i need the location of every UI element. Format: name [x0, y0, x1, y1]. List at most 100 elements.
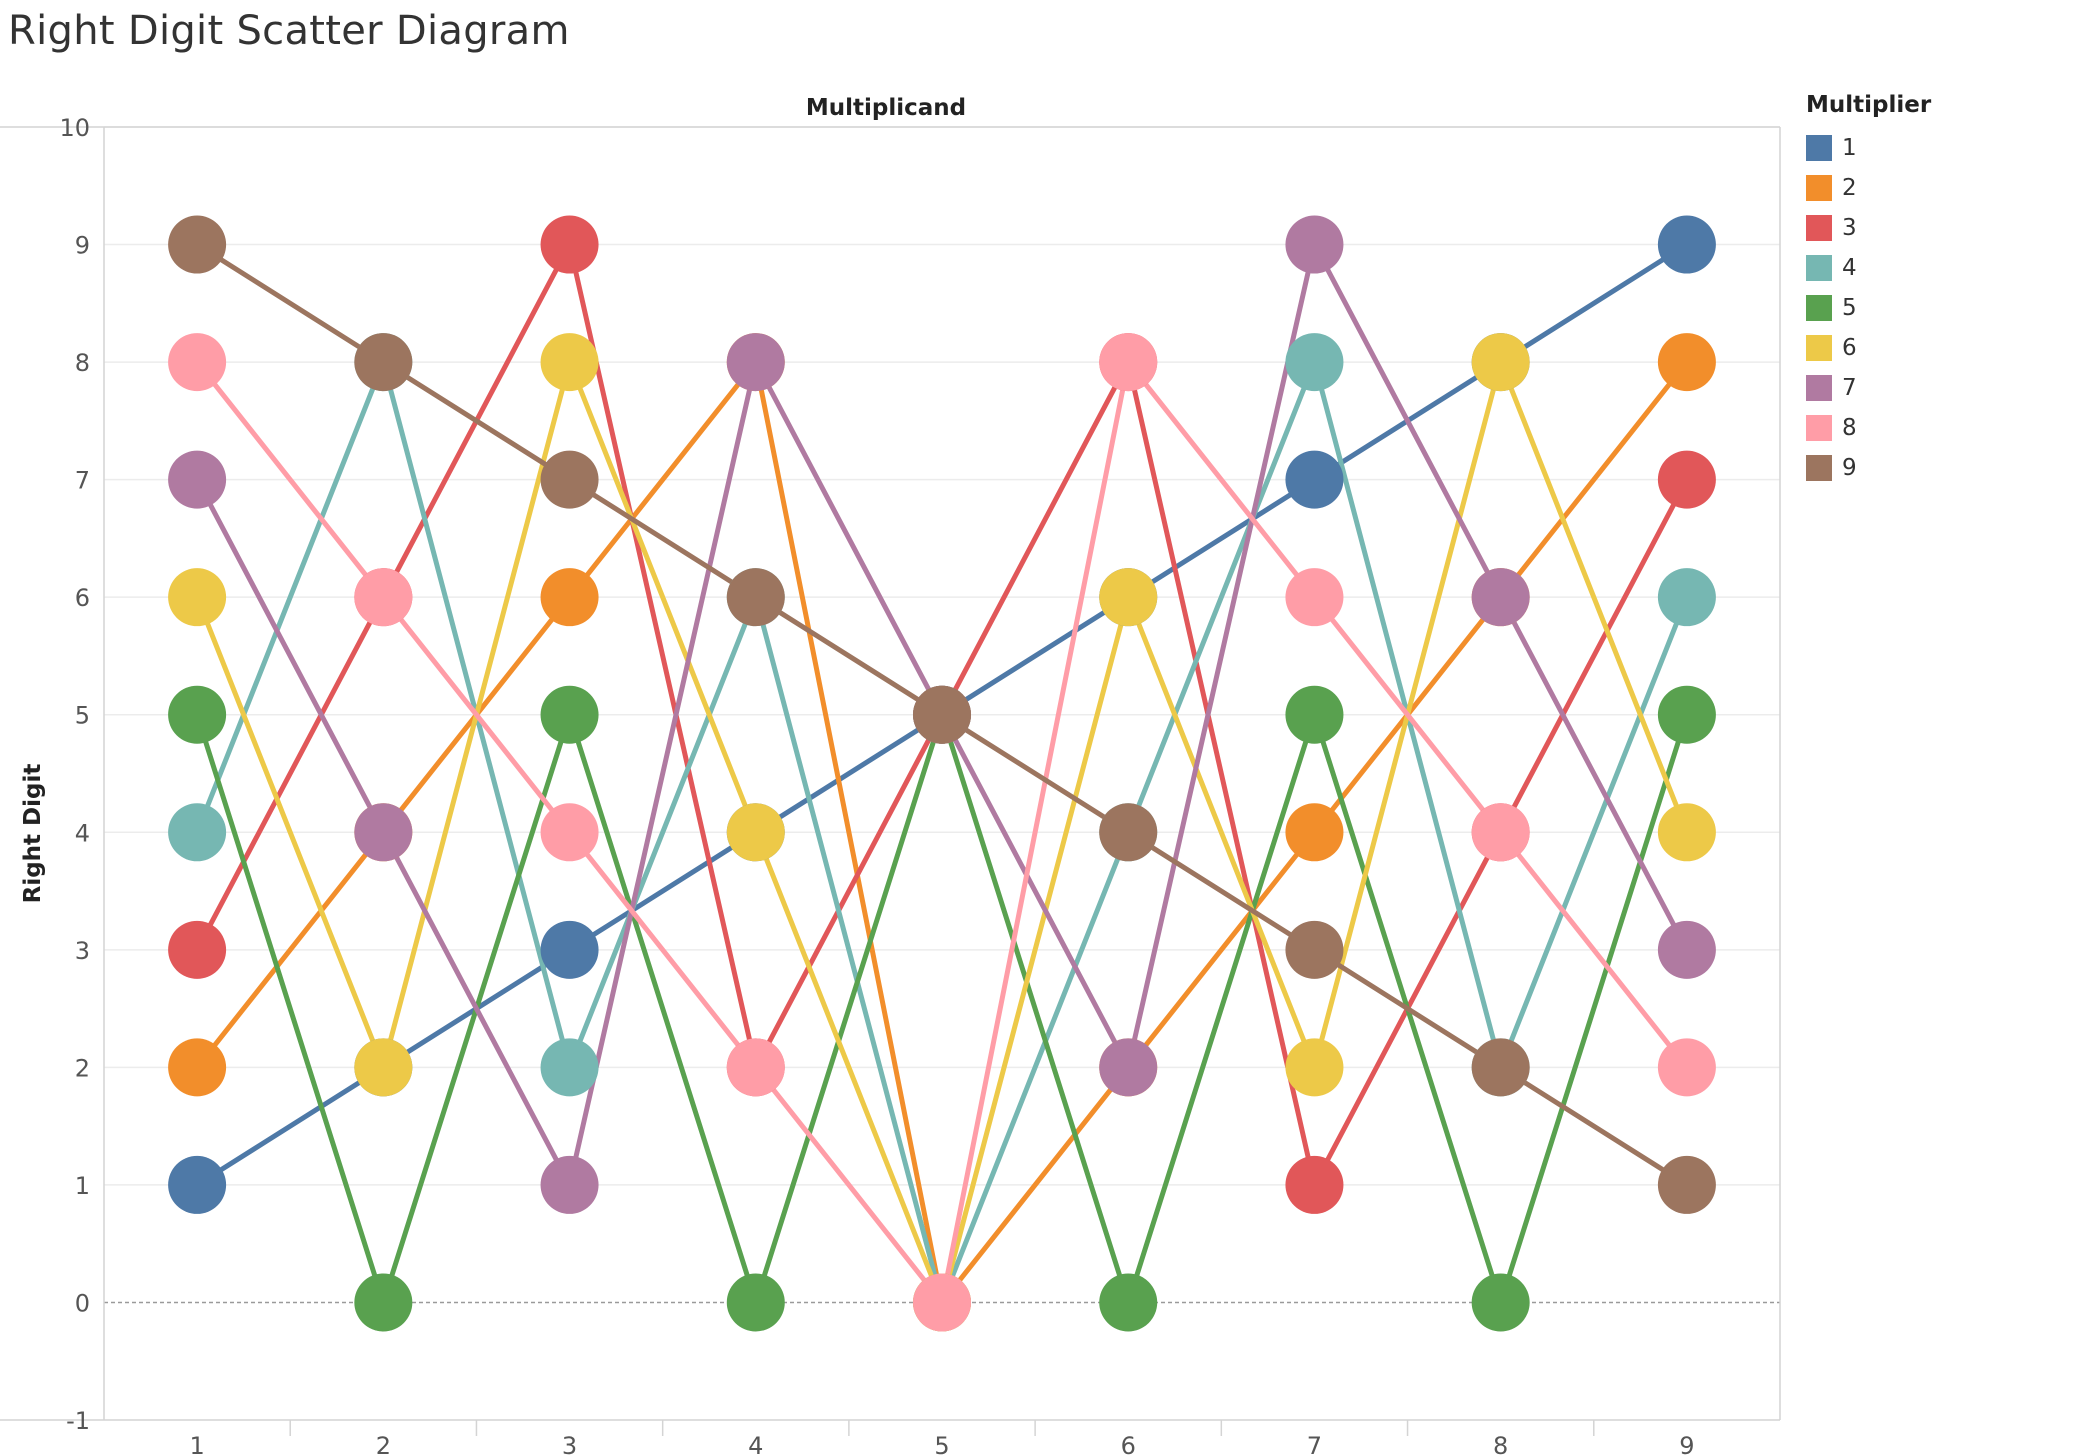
legend-item-5[interactable]: 5 [1806, 288, 2046, 328]
data-point-2 [1285, 803, 1344, 862]
x-tick-label: 1 [189, 1432, 204, 1456]
data-point-8 [540, 803, 599, 862]
data-point-3 [168, 920, 227, 979]
legend-swatch [1806, 335, 1832, 361]
data-point-6 [1657, 803, 1716, 862]
axis-labels: -1 0 1 2 3 4 5 6 7 8 9 10 1 2 3 4 5 6 7 8 9 Multiplicand Right… [20, 95, 1695, 1456]
data-point-3 [540, 215, 599, 274]
y-tick-label: 1 [75, 1172, 90, 1200]
data-point-5 [1657, 685, 1716, 744]
series-lines [194, 237, 1690, 1311]
data-point-7 [168, 450, 227, 509]
y-tick-label: 3 [75, 937, 90, 965]
x-tick-label: 3 [562, 1432, 577, 1456]
data-point-2 [168, 1038, 227, 1097]
data-point-3 [1285, 1155, 1344, 1214]
legend-label: 5 [1842, 295, 1857, 321]
y-tick-label: 9 [75, 232, 90, 260]
data-point-7 [1657, 920, 1716, 979]
x-tick-label: 6 [1121, 1432, 1136, 1456]
legend-item-6[interactable]: 6 [1806, 328, 2046, 368]
y-tick-label: 6 [75, 584, 90, 612]
legend: Multiplier 1 2 3 4 5 6 7 8 9 [1806, 92, 2046, 488]
legend-swatch [1806, 375, 1832, 401]
data-point-5 [1099, 1273, 1158, 1332]
legend-title: Multiplier [1806, 92, 1932, 118]
legend-item-1[interactable]: 1 [1806, 128, 2046, 168]
data-point-9 [726, 568, 785, 627]
legend-swatch [1806, 135, 1832, 161]
data-point-9 [913, 685, 971, 744]
data-point-8 [1657, 1038, 1716, 1097]
legend-swatch [1806, 215, 1832, 241]
legend-item-4[interactable]: 4 [1806, 248, 2046, 288]
legend-label: 9 [1842, 455, 1857, 481]
y-tick-label: 10 [59, 114, 90, 142]
data-point-7 [540, 1155, 599, 1214]
data-point-6 [726, 803, 785, 862]
legend-label: 7 [1842, 375, 1857, 401]
data-point-4 [168, 803, 227, 862]
data-point-8 [168, 333, 227, 392]
data-point-5 [1471, 1273, 1530, 1332]
x-tick-label: 4 [748, 1432, 763, 1456]
axes [0, 126, 1781, 1436]
series-points [168, 215, 1716, 1332]
data-point-6 [1471, 333, 1530, 392]
data-point-5 [1285, 685, 1344, 744]
data-point-2 [540, 568, 599, 627]
data-point-7 [1285, 215, 1344, 274]
data-point-4 [1657, 568, 1716, 627]
legend-item-9[interactable]: 9 [1806, 448, 2046, 488]
legend-label: 4 [1842, 255, 1857, 281]
y-tick-label: 5 [75, 702, 90, 730]
data-point-2 [1657, 333, 1716, 392]
y-tick-label: 8 [75, 349, 90, 377]
x-tick-label: 7 [1307, 1432, 1322, 1456]
data-point-5 [168, 685, 227, 744]
plot-area: -1 0 1 2 3 4 5 6 7 8 9 10 1 2 3 4 5 6 7 8 9 Multiplicand Right… [0, 95, 1781, 1456]
data-point-1 [168, 1155, 227, 1214]
data-point-8 [913, 1273, 971, 1332]
data-point-6 [168, 568, 227, 627]
data-point-4 [1285, 333, 1344, 392]
x-tick-label: 9 [1679, 1432, 1694, 1456]
legend-item-2[interactable]: 2 [1806, 168, 2046, 208]
legend-item-7[interactable]: 7 [1806, 368, 2046, 408]
data-point-5 [354, 1273, 413, 1332]
x-tick-label: 8 [1493, 1432, 1508, 1456]
data-point-9 [1099, 803, 1158, 862]
data-point-8 [354, 568, 413, 627]
data-point-5 [540, 685, 599, 744]
legend-label: 1 [1842, 135, 1857, 161]
data-point-9 [1657, 1155, 1716, 1214]
data-point-3 [1657, 450, 1716, 509]
data-point-9 [1471, 1038, 1530, 1097]
data-point-9 [540, 450, 599, 509]
x-axis-title: Multiplicand [806, 95, 966, 121]
chart-title: Right Digit Scatter Diagram [8, 8, 570, 54]
x-tick-label: 2 [376, 1432, 391, 1456]
legend-label: 2 [1842, 175, 1857, 201]
data-point-8 [1285, 568, 1344, 627]
y-tick-label: 0 [75, 1289, 90, 1317]
data-point-1 [540, 920, 599, 979]
x-tick-label: 5 [934, 1432, 949, 1456]
y-tick-label: 2 [75, 1054, 90, 1082]
data-point-5 [726, 1273, 785, 1332]
data-point-1 [1285, 450, 1344, 509]
legend-item-3[interactable]: 3 [1806, 208, 2046, 248]
legend-label: 8 [1842, 415, 1857, 441]
data-point-8 [1471, 803, 1530, 862]
data-point-8 [1099, 333, 1158, 392]
legend-label: 6 [1842, 335, 1857, 361]
y-tick-label: 4 [75, 819, 90, 847]
data-point-7 [1471, 568, 1530, 627]
legend-item-8[interactable]: 8 [1806, 408, 2046, 448]
series-line-5 [194, 706, 1690, 1311]
legend-swatch [1806, 175, 1832, 201]
legend-swatch [1806, 415, 1832, 441]
data-point-6 [540, 333, 599, 392]
data-point-8 [726, 1038, 785, 1097]
legend-items: 1 2 3 4 5 6 7 8 9 [1806, 128, 2046, 488]
